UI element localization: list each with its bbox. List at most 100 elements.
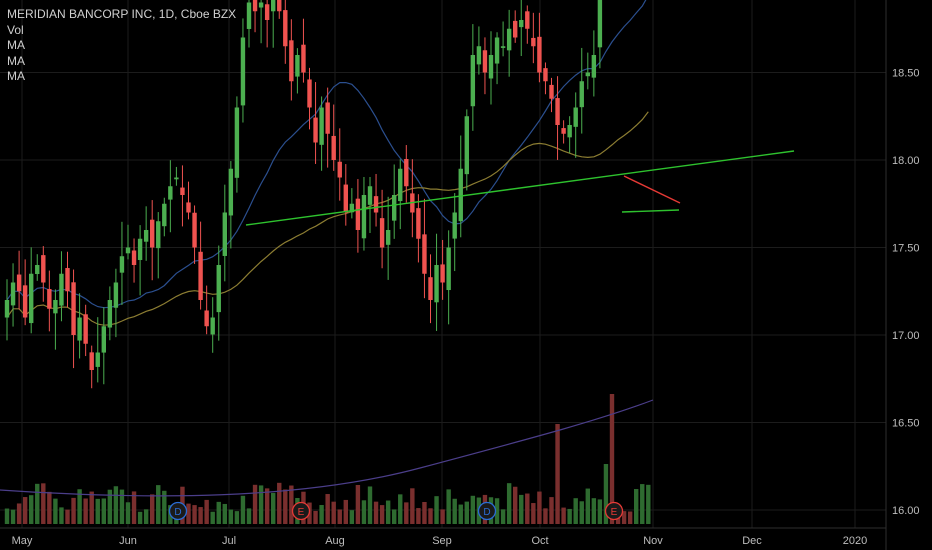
volume-bar-84 <box>513 486 518 524</box>
event-e-3 <box>604 501 624 521</box>
volume-bar-75 <box>458 504 463 524</box>
volume-bar-72 <box>440 509 445 524</box>
event-d-2 <box>477 501 497 521</box>
volume-bar-43 <box>264 488 270 524</box>
volume-bar-104 <box>634 489 639 524</box>
candle-body-10 <box>65 268 70 292</box>
candle-body-25 <box>156 221 161 249</box>
time-tick-jul: Jul <box>222 535 236 547</box>
candle-body-86 <box>525 11 530 29</box>
volume-bar-105 <box>640 484 645 524</box>
candle-body-84 <box>513 20 518 38</box>
time-axis[interactable]: May Jun Jul Aug Sep Oct Nov Dec 2020 <box>0 527 886 547</box>
candle-body-76 <box>464 116 469 175</box>
volume-bar-33 <box>204 499 209 524</box>
candle-body-38 <box>234 107 240 178</box>
volume-bar-46 <box>283 489 288 524</box>
volume-bar-81 <box>494 498 500 524</box>
price-tick-8: 17.50 <box>892 243 920 255</box>
candle-body-16 <box>101 326 106 353</box>
time-tick-nov: Nov <box>643 535 663 547</box>
candle-body-6 <box>41 255 46 283</box>
time-tick-sep: Sep <box>432 535 452 547</box>
candle-body-53 <box>325 102 330 134</box>
volume-bar-5 <box>35 483 40 524</box>
candle-body-74 <box>452 212 457 239</box>
volume-bar-97 <box>591 498 597 524</box>
candle-body-19 <box>119 256 125 273</box>
volume-bar-39 <box>240 495 246 524</box>
candle-body-31 <box>192 212 197 248</box>
volume-bar-11 <box>71 497 76 524</box>
symbol-title[interactable]: MERIDIAN BANCORP INC, 1D, Cboe BZX <box>7 7 237 21</box>
candle-body-13 <box>83 314 88 344</box>
volume-bar-53 <box>325 494 330 524</box>
candle-body-71 <box>434 265 439 303</box>
candle-body-81 <box>494 37 500 64</box>
candle-body-4 <box>29 273 34 324</box>
price-axis[interactable]: 21.5021.0020.5020.0019.5019.0018.5018.00… <box>885 0 920 550</box>
candle-body-35 <box>216 265 221 313</box>
volume-bar-1 <box>10 509 16 524</box>
candle-body-90 <box>549 84 554 99</box>
candle-body-82 <box>500 46 506 48</box>
candle-body-56 <box>343 184 348 213</box>
ma-mid-line <box>6 111 649 326</box>
candle-body-14 <box>89 352 94 370</box>
volume-bar-41 <box>252 484 258 524</box>
volume-bar-83 <box>506 483 512 524</box>
volume-bar-99 <box>603 464 609 524</box>
candle-body-5 <box>35 265 40 275</box>
candle-body-83 <box>506 28 512 51</box>
volume-bar-40 <box>246 508 252 524</box>
candle-body-69 <box>422 234 427 274</box>
volume-bar-0 <box>4 508 10 524</box>
volume-bar-52 <box>319 505 324 524</box>
candle-body-92 <box>561 128 566 134</box>
event-label-1: E <box>298 507 305 518</box>
candle-body-70 <box>428 277 433 300</box>
volume-bar-103 <box>627 511 633 524</box>
volume-bar-38 <box>234 511 240 524</box>
volume-bar-7 <box>47 491 52 524</box>
volume-bar-36 <box>222 503 227 524</box>
volume-bar-95 <box>579 501 584 524</box>
candle-body-42 <box>258 2 264 8</box>
candle-body-75 <box>458 168 463 222</box>
candle-body-57 <box>349 203 355 213</box>
candle-body-48 <box>295 55 300 77</box>
candle-body-29 <box>180 187 185 195</box>
volume-bar-10 <box>65 509 70 524</box>
candle-body-73 <box>446 247 451 291</box>
candle-body-85 <box>519 20 524 28</box>
candle-body-20 <box>125 247 131 254</box>
legend-ma-1[interactable]: MA <box>7 38 25 52</box>
trend-lines[interactable] <box>245 150 795 226</box>
candle-body-95 <box>579 81 584 108</box>
volume-bar-96 <box>585 488 590 524</box>
candle-body-51 <box>313 117 318 143</box>
volume-bar-102 <box>621 511 627 524</box>
legend-ma-2[interactable]: MA <box>7 53 25 68</box>
candle-body-34 <box>210 317 215 335</box>
legend-volume[interactable]: Vol <box>7 22 24 37</box>
time-tick-may: May <box>12 535 33 547</box>
time-tick-dec: Dec <box>742 535 762 547</box>
volume-bar-35 <box>216 501 221 524</box>
volume-bar-63 <box>385 500 391 524</box>
legend-ma-3[interactable]: MA <box>7 69 25 83</box>
price-tick-6: 18.50 <box>892 68 920 80</box>
candle-body-91 <box>555 98 560 125</box>
volume-bar-44 <box>271 492 276 524</box>
candle-body-72 <box>440 264 445 283</box>
volume-bar-51 <box>313 510 318 524</box>
volume-bar-54 <box>331 501 336 524</box>
candle-body-66 <box>404 158 409 187</box>
volume-bar-86 <box>525 493 530 524</box>
volume-bar-37 <box>228 509 234 524</box>
volume-bar-65 <box>398 494 403 524</box>
candle-body-58 <box>355 198 361 230</box>
candle-body-50 <box>307 79 312 108</box>
